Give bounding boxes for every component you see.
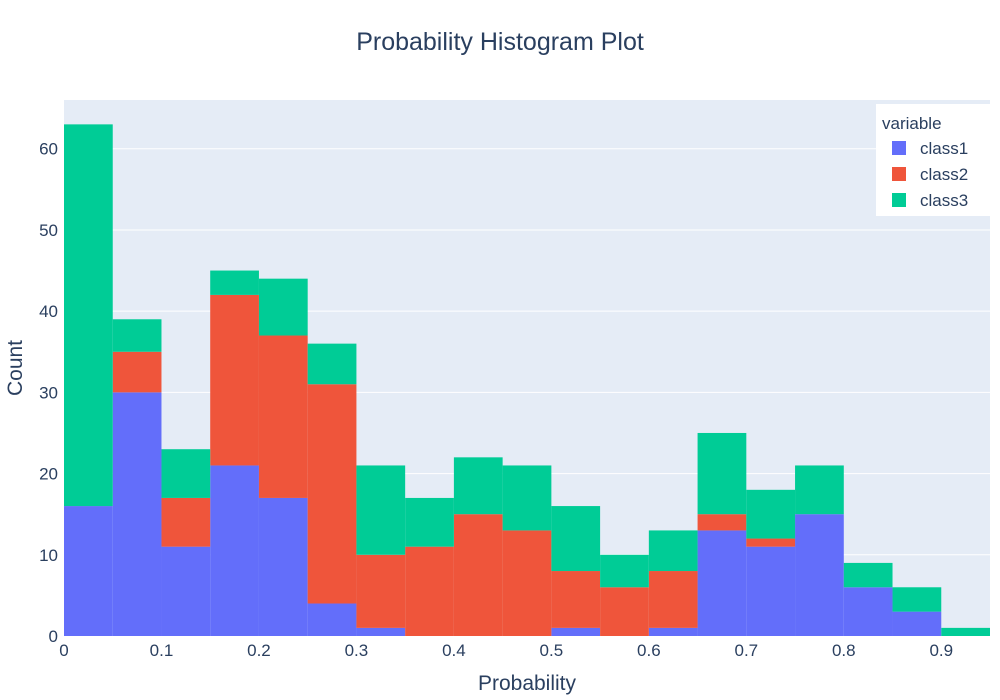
bar-class1 <box>112 392 162 636</box>
bar-class3 <box>892 587 942 612</box>
bar-class1 <box>210 465 259 636</box>
x-tick-label: 0 <box>59 641 68 660</box>
x-axis-title: Probability <box>478 672 577 695</box>
bar-class2 <box>600 587 649 636</box>
y-tick-label: 50 <box>39 221 58 240</box>
bar-class1 <box>258 497 308 636</box>
bar-class2 <box>258 335 308 498</box>
bar-class2 <box>551 571 601 628</box>
bar-class3 <box>697 432 747 515</box>
x-tick-label: 0.5 <box>540 641 564 660</box>
legend-items: class1 class2 class3 <box>892 139 968 210</box>
bar-class1 <box>307 603 357 636</box>
bar-class2 <box>307 384 357 604</box>
bar-class1 <box>161 546 211 636</box>
bar-class2 <box>356 554 406 628</box>
y-tick-label: 20 <box>39 465 58 484</box>
bar-class2 <box>112 351 162 393</box>
bar-class3 <box>941 627 990 636</box>
legend-swatch-class2 <box>892 167 906 181</box>
bar-class3 <box>502 465 552 531</box>
bar-class3 <box>258 278 308 336</box>
y-tick-label: 40 <box>39 302 58 321</box>
bar-class3 <box>307 343 357 385</box>
x-tick-label: 0.6 <box>637 641 661 660</box>
bar-class1 <box>892 611 942 636</box>
x-axis-ticks: 0 0.1 0.2 0.3 0.4 0.5 0.6 0.7 0.8 0.9 <box>59 641 953 660</box>
bar-class2 <box>405 546 454 636</box>
bar-class1 <box>551 627 601 636</box>
x-tick-label: 0.2 <box>247 641 271 660</box>
legend-label-class1: class1 <box>920 139 968 158</box>
y-tick-label: 30 <box>39 383 58 402</box>
bar-class1 <box>697 530 747 636</box>
bar-class3 <box>551 506 601 572</box>
bar-class2 <box>161 497 211 547</box>
bar-class3 <box>161 449 211 498</box>
y-tick-label: 10 <box>39 546 58 565</box>
bar-class3 <box>648 530 698 572</box>
bar-class3 <box>453 457 503 515</box>
bar-class1 <box>648 627 698 636</box>
y-axis-title: Count <box>4 340 27 396</box>
bar-class1 <box>795 514 844 636</box>
x-tick-label: 0.7 <box>734 641 758 660</box>
bar-class2 <box>746 538 796 547</box>
legend: variable class1 class2 class3 <box>876 104 994 216</box>
bar-class2 <box>453 514 503 636</box>
y-tick-label: 0 <box>49 627 58 646</box>
legend-title: variable <box>882 114 942 133</box>
bar-class2 <box>697 514 747 531</box>
bar-class2 <box>648 571 698 628</box>
bar-class3 <box>600 554 649 588</box>
bar-class3 <box>746 489 796 539</box>
bar-class3 <box>795 465 844 515</box>
chart-title: Probability Histogram Plot <box>356 28 644 56</box>
y-tick-label: 60 <box>39 140 58 159</box>
bar-class2 <box>210 294 259 466</box>
legend-label-class2: class2 <box>920 165 968 184</box>
y-axis-ticks: 0 10 20 30 40 50 60 <box>39 140 58 646</box>
legend-swatch-class1 <box>892 141 906 155</box>
bar-class1 <box>843 587 893 636</box>
x-tick-label: 0.3 <box>345 641 369 660</box>
bar-class1 <box>746 546 796 636</box>
x-tick-label: 0.8 <box>832 641 856 660</box>
bar-class3 <box>356 465 406 555</box>
x-tick-label: 0.1 <box>150 641 174 660</box>
bar-class3 <box>64 124 113 507</box>
legend-swatch-class3 <box>892 193 906 207</box>
bar-class3 <box>405 497 454 547</box>
bar-class3 <box>843 562 893 588</box>
bar-class3 <box>112 319 162 352</box>
x-tick-label: 0.9 <box>929 641 953 660</box>
bars <box>64 124 990 636</box>
x-tick-label: 0.4 <box>442 641 466 660</box>
bar-class2 <box>502 530 552 636</box>
legend-label-class3: class3 <box>920 191 968 210</box>
bar-class3 <box>210 270 259 295</box>
bar-class1 <box>64 506 113 636</box>
bar-class1 <box>356 627 406 636</box>
